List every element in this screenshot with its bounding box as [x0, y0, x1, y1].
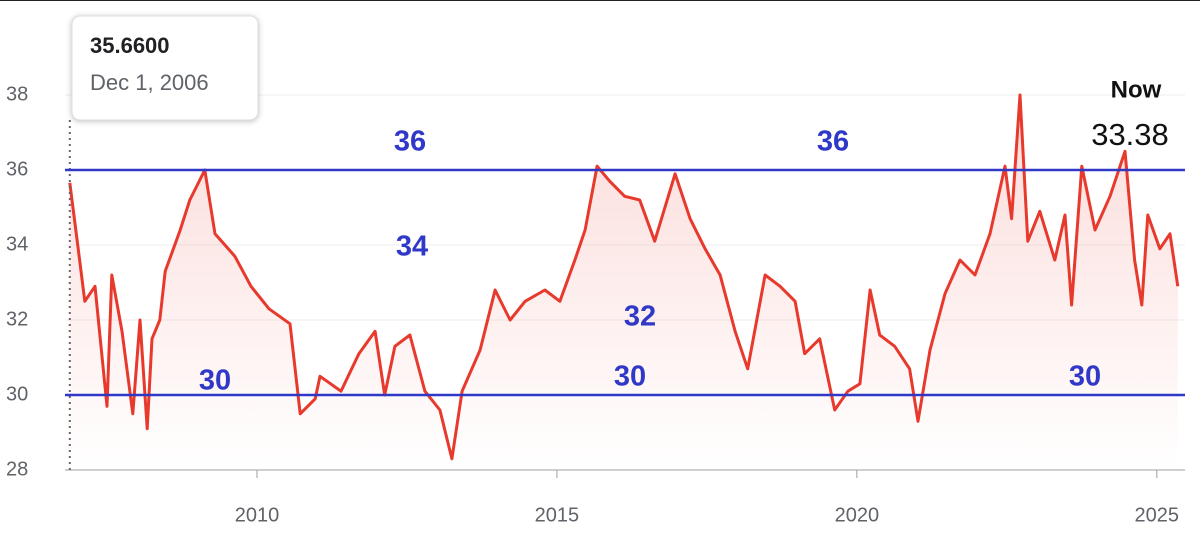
y-tick-label: 30: [6, 383, 28, 405]
tooltip-value: 35.6600: [90, 33, 170, 58]
line: [68, 93, 1180, 461]
annotation: 34: [396, 231, 428, 263]
annotation: 36: [394, 126, 426, 158]
annotation: 32: [624, 301, 656, 333]
tooltip-box: [71, 15, 259, 121]
y-tick-label: 36: [6, 158, 28, 180]
now-label: Now: [1111, 76, 1162, 103]
x-tick-label: 2010: [235, 504, 280, 526]
x-tick-label: 2015: [535, 504, 580, 526]
annotation: 36: [817, 126, 849, 158]
x-tick-label: 2025: [1135, 504, 1180, 526]
annotation: 30: [614, 361, 646, 393]
x-tick-label: 2020: [835, 504, 880, 526]
tooltip-date: Dec 1, 2006: [90, 70, 209, 95]
now-value: 33.38: [1091, 117, 1169, 152]
y-tick-label: 34: [6, 233, 28, 255]
annotation: 30: [199, 365, 231, 397]
y-tick-label: 32: [6, 308, 28, 330]
area: [69, 95, 1178, 470]
tooltip: 35.6600 Dec 1, 2006: [71, 15, 259, 121]
y-tick-label: 28: [6, 458, 28, 480]
y-tick-label: 38: [6, 83, 28, 105]
annotation: 30: [1069, 361, 1101, 393]
